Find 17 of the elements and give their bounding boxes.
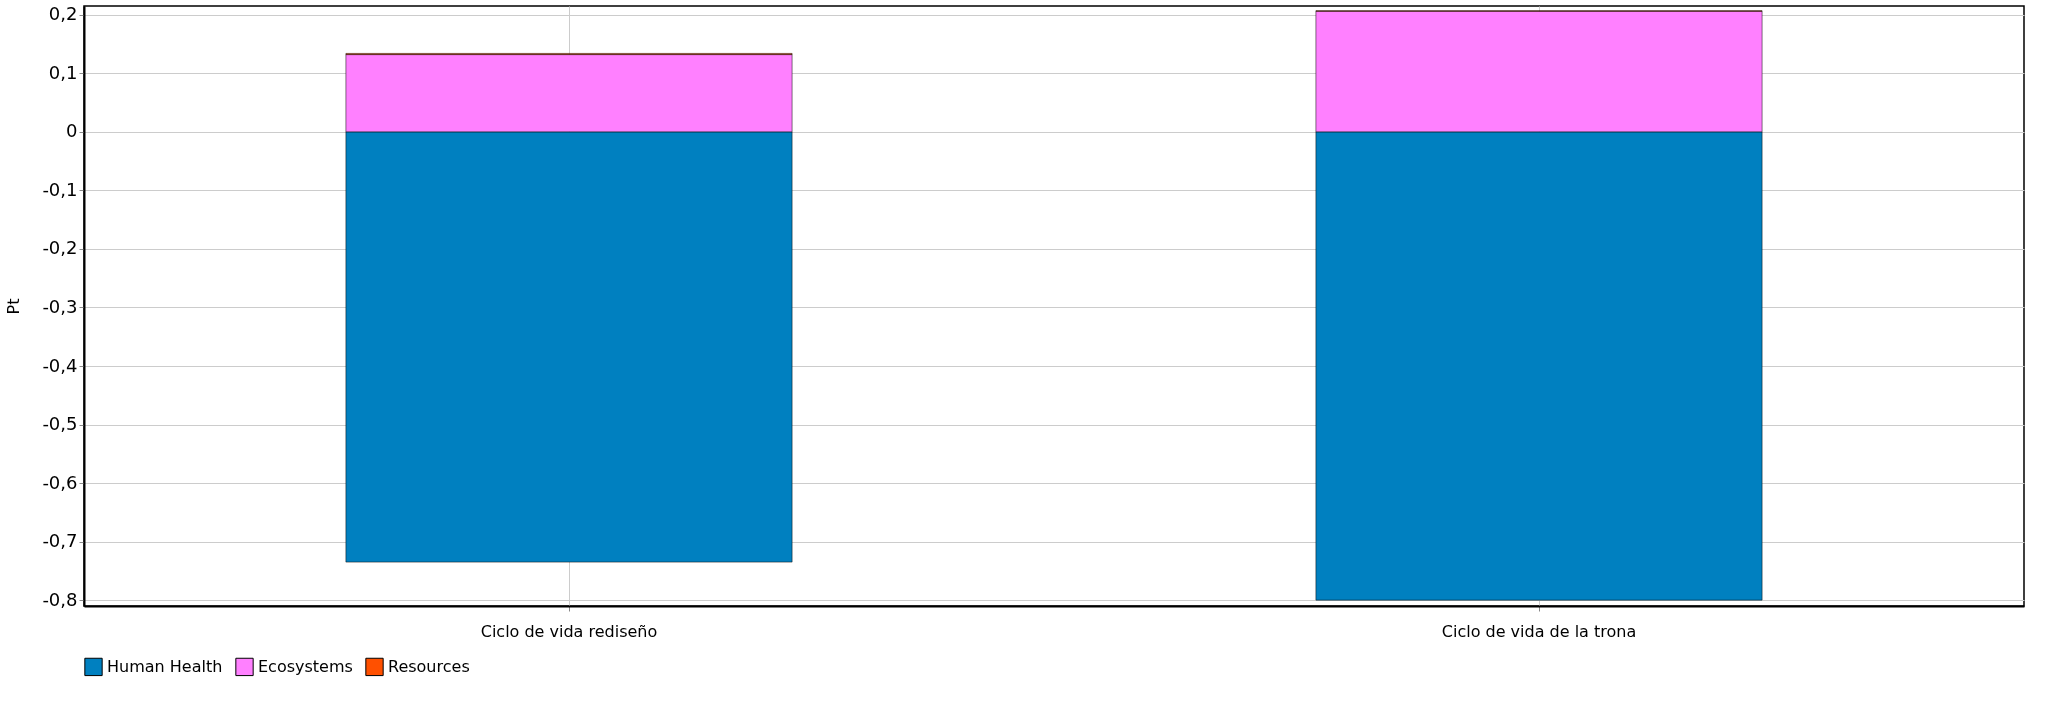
- y-tick-label: -0,3: [42, 295, 78, 317]
- y-tick-label: -0,7: [42, 530, 78, 552]
- y-tick-label: 0,1: [48, 61, 78, 83]
- y-axis-title: Pt: [4, 298, 24, 315]
- legend-label: Human Health: [107, 656, 223, 676]
- y-tick-label: -0,8: [42, 588, 78, 610]
- y-tick-label: 0: [66, 120, 78, 142]
- y-tick-label: -0,4: [42, 354, 78, 376]
- y-tick-label: -0,1: [42, 178, 78, 200]
- x-tick-label: Ciclo de vida rediseño: [480, 621, 658, 641]
- x-tick-label: Ciclo de vida de la trona: [1441, 621, 1637, 641]
- y-tick-label: -0,6: [42, 471, 78, 493]
- legend-label: Resources: [388, 656, 470, 676]
- y-tick-label: -0,5: [42, 413, 78, 435]
- y-tick-label: 0,2: [48, 3, 78, 25]
- legend-label: Ecosystems: [258, 656, 353, 676]
- y-tick-label: -0,2: [42, 237, 78, 259]
